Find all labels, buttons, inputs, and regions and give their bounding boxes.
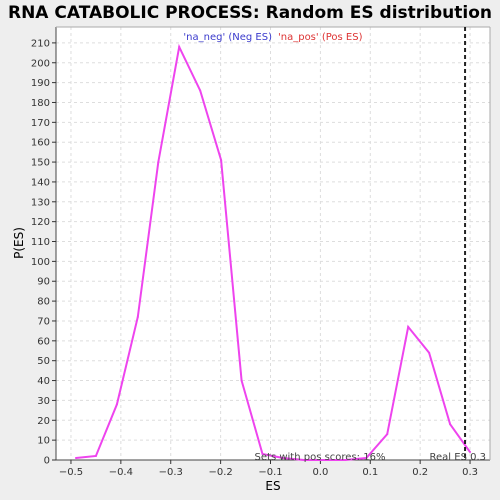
y-axis-label: P(ES): [12, 227, 26, 259]
legend-pos-label: 'na_pos' (Pos ES): [278, 32, 363, 43]
x-tick-label: −0.5: [59, 467, 83, 478]
y-tick-label: 0: [44, 456, 50, 467]
data-point: [261, 453, 264, 456]
y-tick-label: 20: [37, 416, 50, 427]
grid-lines: [56, 27, 490, 461]
x-axis-label: ES: [265, 479, 280, 493]
y-tick-label: 190: [31, 78, 50, 89]
y-tick-label: 130: [31, 197, 50, 208]
y-tick-label: 210: [31, 38, 50, 49]
x-tick-label: −0.2: [208, 467, 232, 478]
real-es-annotation: Real ES 0.3: [430, 452, 486, 463]
series-points: [74, 45, 472, 461]
legend-neg-label: 'na_neg' (Neg ES): [183, 32, 272, 43]
y-tick-label: 90: [37, 277, 50, 288]
y-tick-label: 150: [31, 158, 50, 169]
x-tick-label: −0.1: [258, 467, 282, 478]
y-axis-ticks: 0 10 20 30 40 50 60 70 80 90 100 110 120 130 140 150 160…: [31, 38, 56, 467]
x-tick-label: 0.2: [412, 467, 428, 478]
pos-scores-annotation: Sets with pos scores: 16%: [255, 452, 386, 463]
y-tick-label: 110: [31, 237, 50, 248]
axes: [55, 26, 491, 461]
data-point: [281, 457, 284, 460]
data-point: [220, 159, 223, 162]
data-point: [94, 455, 97, 458]
y-tick-label: 200: [31, 58, 50, 69]
data-point: [386, 433, 389, 436]
data-point: [407, 325, 410, 328]
x-tick-label: −0.4: [109, 467, 133, 478]
y-tick-label: 10: [37, 436, 50, 447]
y-tick-label: 30: [37, 396, 50, 407]
y-tick-label: 60: [37, 336, 50, 347]
data-point: [115, 403, 118, 406]
chart-title: RNA CATABOLIC PROCESS: Random ES distrib…: [8, 3, 492, 23]
x-tick-label: 0.3: [462, 467, 478, 478]
data-point: [365, 457, 368, 460]
y-tick-label: 50: [37, 356, 50, 367]
data-point: [449, 423, 452, 426]
data-point: [199, 89, 202, 92]
x-tick-label: −0.3: [159, 467, 183, 478]
x-axis-ticks: −0.5 −0.4 −0.3 −0.2 −0.1 0.0 0.1 0.2 0.3: [59, 460, 478, 478]
data-point: [178, 45, 181, 48]
y-tick-label: 180: [31, 98, 50, 109]
y-tick-label: 120: [31, 217, 50, 228]
y-tick-label: 140: [31, 177, 50, 188]
y-tick-label: 160: [31, 138, 50, 149]
data-point: [74, 457, 77, 460]
y-tick-label: 100: [31, 257, 50, 268]
y-tick-label: 170: [31, 118, 50, 129]
data-point: [323, 459, 326, 461]
x-tick-label: 0.0: [312, 467, 328, 478]
plot-area: [56, 27, 490, 460]
data-point: [302, 459, 305, 461]
y-tick-label: 70: [37, 316, 50, 327]
data-point: [136, 315, 139, 318]
data-point: [428, 351, 431, 354]
x-tick-label: 0.1: [362, 467, 378, 478]
y-tick-label: 80: [37, 297, 50, 308]
data-point: [240, 379, 243, 382]
data-point: [157, 161, 160, 164]
data-point: [344, 459, 347, 461]
data-point: [469, 451, 472, 454]
y-tick-label: 40: [37, 376, 50, 387]
series-line: [75, 43, 471, 461]
